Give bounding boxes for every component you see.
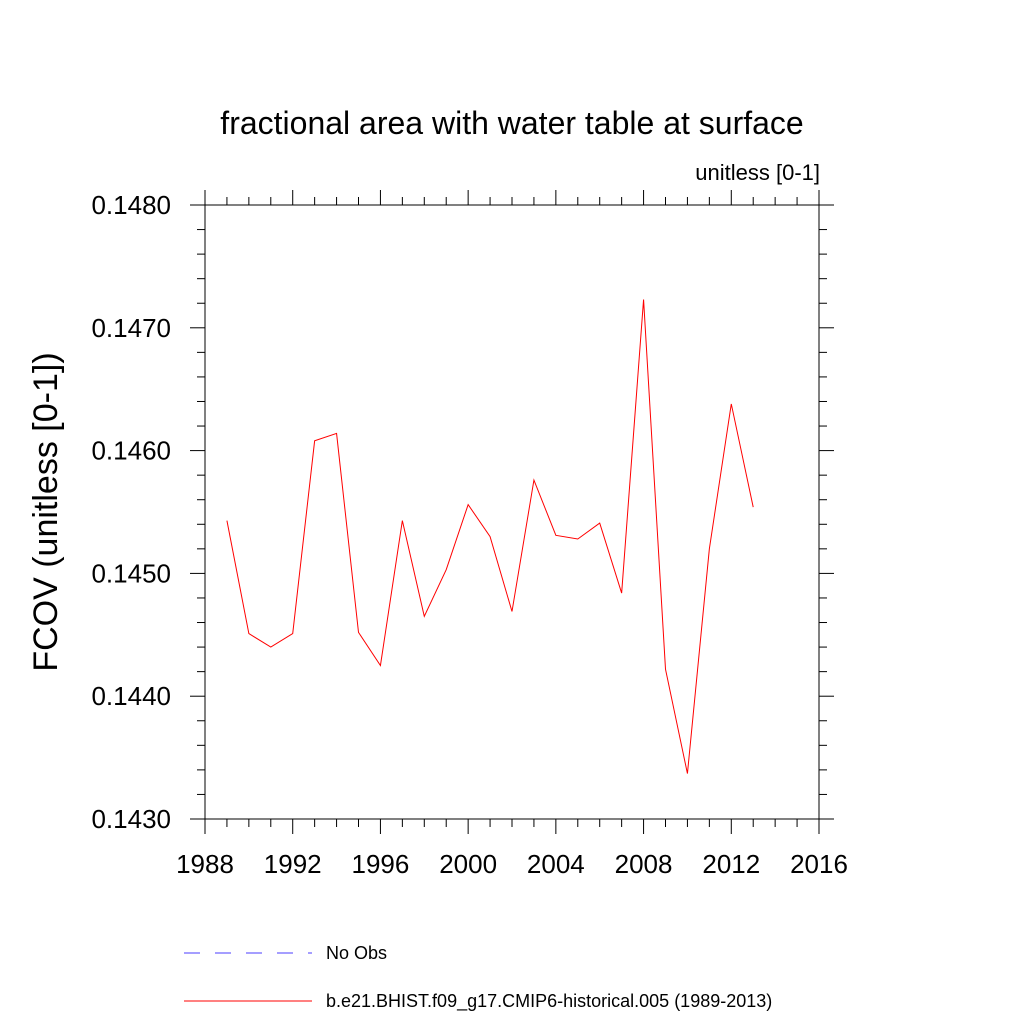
x-tick-label: 1992 [264,849,322,879]
x-axis-ticks: 1988 1992 1996 2000 2004 2008 2012 2016 [176,190,848,879]
legend: No Obs b.e21.BHIST.f09_g17.CMIP6-histori… [184,943,772,1012]
y-tick-label: 0.1480 [91,190,171,220]
y-tick-label: 0.1470 [91,313,171,343]
legend-label-model: b.e21.BHIST.f09_g17.CMIP6-historical.005… [326,991,772,1012]
series-layer [226,299,754,774]
x-tick-label: 2004 [527,849,585,879]
units-label: unitless [0-1] [695,160,820,185]
plot-frame [204,204,820,820]
series-line [226,299,754,774]
x-tick-label: 2016 [790,849,848,879]
y-axis-ticks: 0.1430 0.1440 0.1450 0.1460 0.1470 0.1480 [91,190,834,834]
y-tick-label: 0.1430 [91,804,171,834]
x-tick-label: 1988 [176,849,234,879]
y-tick-label: 0.1450 [91,558,171,588]
x-tick-label: 2012 [702,849,760,879]
chart-title: fractional area with water table at surf… [220,105,803,141]
legend-label-no-obs: No Obs [326,943,387,963]
x-tick-label: 1996 [352,849,410,879]
x-tick-label: 2000 [439,849,497,879]
y-tick-label: 0.1440 [91,681,171,711]
y-tick-label: 0.1460 [91,436,171,466]
y-axis-label: FCOV (unitless [0-1]) [27,352,65,671]
x-tick-label: 2008 [615,849,673,879]
